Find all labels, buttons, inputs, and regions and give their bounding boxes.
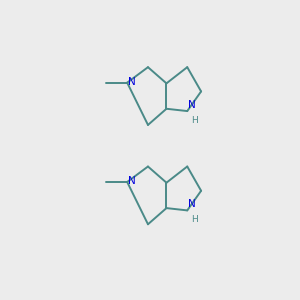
Text: H: H <box>191 215 198 224</box>
Text: N: N <box>188 100 196 110</box>
Text: H: H <box>191 116 198 125</box>
Text: N: N <box>128 176 136 186</box>
Text: N: N <box>188 199 196 209</box>
Text: N: N <box>128 77 136 87</box>
